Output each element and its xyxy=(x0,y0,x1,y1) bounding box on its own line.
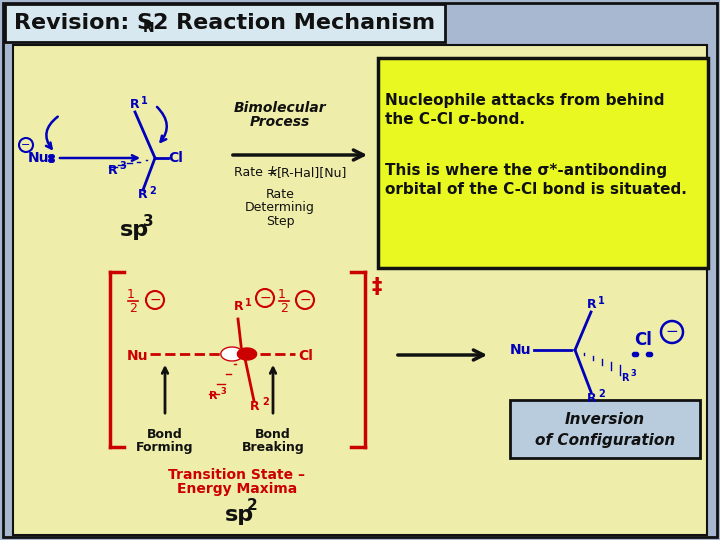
Text: Nu: Nu xyxy=(28,151,50,165)
Text: −: − xyxy=(149,293,161,307)
Text: R: R xyxy=(138,188,148,201)
Text: 1: 1 xyxy=(245,298,252,308)
Text: Cl: Cl xyxy=(168,151,183,165)
Text: 3: 3 xyxy=(119,161,126,171)
Text: 1: 1 xyxy=(127,287,135,300)
Text: 2 Reaction Mechanism: 2 Reaction Mechanism xyxy=(153,13,435,33)
Text: [R-Hal][Nu]: [R-Hal][Nu] xyxy=(277,166,347,179)
Text: R: R xyxy=(234,300,243,314)
Text: R: R xyxy=(621,373,629,383)
Text: Bond: Bond xyxy=(255,428,291,441)
Text: Determinig: Determinig xyxy=(245,201,315,214)
Text: Process: Process xyxy=(250,115,310,129)
Text: ‡: ‡ xyxy=(371,277,382,297)
Text: −: − xyxy=(665,325,678,340)
FancyBboxPatch shape xyxy=(378,58,708,268)
Text: 2: 2 xyxy=(262,397,269,407)
Text: Inversion: Inversion xyxy=(565,413,645,428)
Polygon shape xyxy=(238,348,256,360)
Text: This is where the σ*-antibonding: This is where the σ*-antibonding xyxy=(385,163,667,178)
Text: Transition State –: Transition State – xyxy=(168,468,305,482)
Text: −: − xyxy=(22,140,31,150)
Polygon shape xyxy=(221,347,243,361)
Text: sp: sp xyxy=(120,220,149,240)
FancyBboxPatch shape xyxy=(13,45,707,535)
Text: Nu: Nu xyxy=(510,343,531,357)
Text: 2: 2 xyxy=(280,302,288,315)
Text: Cl: Cl xyxy=(298,349,313,363)
Text: 1: 1 xyxy=(598,296,605,306)
Text: Breaking: Breaking xyxy=(242,442,305,455)
Text: of Configuration: of Configuration xyxy=(535,433,675,448)
FancyBboxPatch shape xyxy=(5,4,445,42)
Text: Rate: Rate xyxy=(266,188,294,201)
Text: Forming: Forming xyxy=(136,442,194,455)
Text: R: R xyxy=(587,299,597,312)
Text: Bond: Bond xyxy=(147,428,183,441)
Text: k: k xyxy=(270,166,277,179)
Text: R: R xyxy=(209,391,217,401)
Text: R: R xyxy=(250,400,260,413)
Text: 1: 1 xyxy=(278,287,286,300)
Text: the C-Cl σ-bond.: the C-Cl σ-bond. xyxy=(385,112,525,127)
Text: R: R xyxy=(587,392,597,404)
FancyBboxPatch shape xyxy=(510,400,700,458)
Text: Step: Step xyxy=(266,214,294,227)
Text: orbital of the C-Cl bond is situated.: orbital of the C-Cl bond is situated. xyxy=(385,183,687,198)
Text: Revision: S: Revision: S xyxy=(14,13,153,33)
Text: 2: 2 xyxy=(129,302,137,315)
Text: 2: 2 xyxy=(247,497,258,512)
Text: Bimolecular: Bimolecular xyxy=(234,101,326,115)
Text: 1: 1 xyxy=(141,96,148,106)
Text: N: N xyxy=(143,21,155,35)
Text: R: R xyxy=(130,98,140,111)
Text: 3: 3 xyxy=(630,369,636,379)
Text: −: − xyxy=(259,291,271,305)
Text: R: R xyxy=(108,164,117,177)
Text: 3: 3 xyxy=(143,214,153,230)
Text: Cl: Cl xyxy=(634,331,652,349)
Text: 2: 2 xyxy=(149,186,156,196)
Text: Energy Maxima: Energy Maxima xyxy=(177,482,297,496)
Text: Nucleophile attacks from behind: Nucleophile attacks from behind xyxy=(385,92,665,107)
Text: Rate =: Rate = xyxy=(234,166,282,179)
Text: 2: 2 xyxy=(598,389,605,399)
FancyBboxPatch shape xyxy=(3,3,717,537)
Text: −: − xyxy=(300,293,311,307)
Text: sp: sp xyxy=(225,505,254,525)
Text: 3: 3 xyxy=(220,388,226,396)
Text: Nu: Nu xyxy=(127,349,148,363)
